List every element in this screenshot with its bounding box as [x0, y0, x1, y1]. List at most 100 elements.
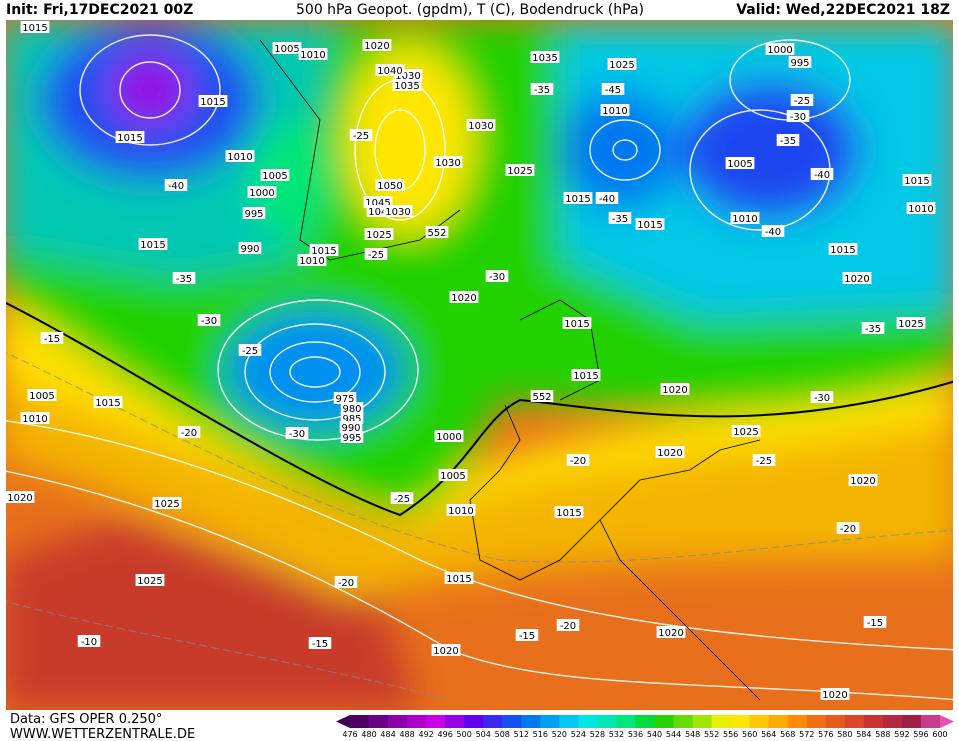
scale-label: 512	[514, 730, 529, 739]
label-box	[172, 272, 196, 284]
scale-segment	[521, 715, 541, 728]
scale-label: 596	[913, 730, 928, 739]
isoline-label: 1015	[200, 97, 225, 108]
isoline-label: 1025	[137, 576, 162, 587]
isoline-label: -40	[168, 181, 184, 192]
label-box	[466, 119, 496, 131]
label-box	[505, 164, 535, 176]
label-box	[138, 238, 168, 250]
scale-label: 496	[438, 730, 453, 739]
isoline-label: -20	[338, 578, 354, 589]
map-labels: 1015100510101020101510151010100510009959…	[5, 21, 936, 701]
isoline-label: -40	[765, 227, 781, 238]
isoline-label: 990	[240, 244, 259, 255]
label-box	[556, 619, 580, 631]
label-box	[5, 491, 35, 503]
isoline-label: 1015	[117, 133, 142, 144]
isoline-label: 1020	[822, 690, 847, 701]
isoline-label: -30	[814, 393, 830, 404]
label-box	[485, 270, 509, 282]
isoline-label: 1020	[433, 646, 458, 657]
label-box	[600, 104, 630, 116]
isoline-label: 1005	[727, 159, 752, 170]
isoline-label: 1010	[448, 506, 473, 517]
scale-label: 500	[457, 730, 472, 739]
label-box	[861, 322, 885, 334]
isoline-label: 1025	[898, 319, 923, 330]
scale-segment	[882, 715, 903, 728]
isoline-label: -30	[289, 429, 305, 440]
scale-segment	[901, 715, 922, 728]
scale-label: 568	[780, 730, 795, 739]
isoline-label: 552	[427, 228, 446, 239]
isoline-label: 1010	[732, 214, 757, 225]
label-box	[238, 344, 262, 356]
isoline-label: 1020	[658, 628, 683, 639]
isoline-label: -25	[368, 250, 384, 261]
isoline-label: -35	[176, 274, 192, 285]
label-box	[434, 430, 464, 442]
scale-label: 584	[856, 730, 871, 739]
label-box	[225, 150, 255, 162]
label-box	[390, 492, 414, 504]
label-box	[761, 225, 785, 237]
label-box	[40, 332, 64, 344]
label-box	[164, 179, 188, 191]
label-box	[135, 574, 165, 586]
isoline-label: 1030	[395, 71, 420, 82]
scale-label: 564	[761, 730, 776, 739]
isoline-label: -35	[534, 85, 550, 96]
label-box	[247, 186, 277, 198]
scale-segment	[502, 715, 522, 728]
valid-time: Valid: Wed,22DEC2021 18Z	[736, 2, 950, 18]
label-box	[177, 426, 201, 438]
label-box	[433, 156, 463, 168]
label-box	[530, 390, 554, 402]
scale-label: 484	[380, 730, 395, 739]
scale-label: 524	[571, 730, 586, 739]
isoline-label: 1015	[904, 176, 929, 187]
isoline-label: -25	[394, 494, 410, 505]
scale-segment	[730, 715, 751, 728]
label-box	[530, 51, 560, 63]
label-box	[848, 474, 878, 486]
label-box	[340, 402, 364, 414]
label-box	[333, 392, 357, 404]
label-box	[863, 616, 887, 628]
label-box	[308, 637, 332, 649]
label-box	[752, 454, 776, 466]
label-box	[115, 131, 145, 143]
scale-segment	[711, 715, 732, 728]
isoline-label: 1030	[435, 158, 460, 169]
scale-label: 588	[875, 730, 890, 739]
isoline-label: -25	[242, 346, 258, 357]
label-box	[375, 179, 405, 191]
label-box	[198, 95, 228, 107]
isoline-label: -30	[489, 272, 505, 283]
label-box	[730, 212, 760, 224]
label-box	[392, 79, 422, 91]
isoline-label: 1035	[394, 81, 419, 92]
scale-segment	[445, 715, 465, 728]
scale-segment	[540, 715, 560, 728]
label-box	[383, 205, 413, 217]
label-box	[786, 110, 810, 122]
scale-segment	[844, 715, 865, 728]
isoline-label: -35	[612, 214, 628, 225]
isoline-label: -25	[353, 131, 369, 142]
isoline-label: 1025	[507, 166, 532, 177]
scale-label: 552	[704, 730, 719, 739]
label-box	[842, 272, 872, 284]
scale-label: 592	[894, 730, 909, 739]
isoline-label: 985	[342, 414, 361, 425]
isoline-label: 1025	[154, 499, 179, 510]
isoline-label: -35	[865, 324, 881, 335]
init-time: Init: Fri,17DEC2021 00Z	[6, 2, 193, 18]
isoline-label: 1015	[830, 245, 855, 256]
isoline-label: 1010	[299, 256, 324, 267]
label-box	[566, 454, 590, 466]
scale-segment	[825, 715, 846, 728]
isoline-label: -15	[44, 334, 60, 345]
